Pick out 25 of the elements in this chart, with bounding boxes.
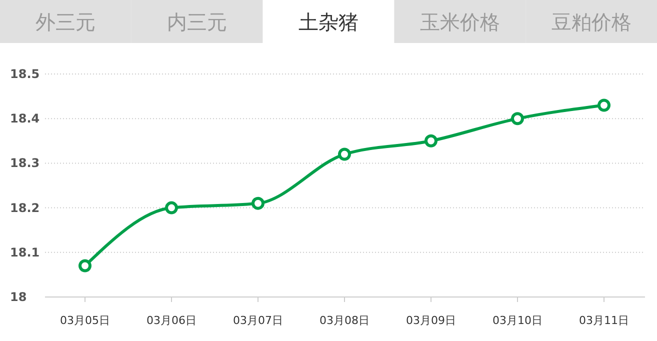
text: 外三元	[36, 10, 96, 34]
x-tick-label: 03月05日	[60, 314, 110, 327]
y-tick-label: 18.3	[10, 156, 40, 170]
x-tick-label: 03月07日	[233, 314, 283, 327]
y-tick-label: 18	[10, 290, 27, 304]
point	[598, 98, 610, 112]
y-tick-label: 18.1	[10, 245, 40, 260]
text: 内三元	[167, 10, 228, 34]
x-tick-label: 03月09日	[406, 314, 456, 327]
y-tick-label: 18.4	[10, 112, 40, 126]
point	[511, 112, 524, 126]
point	[338, 148, 351, 161]
y-tick-label: 18.2	[10, 200, 40, 215]
x-tick-label: 03月11日	[579, 314, 629, 327]
y-tick-label: 18.5	[10, 67, 40, 81]
point	[252, 196, 264, 210]
x-tick-label: 03月08日	[320, 314, 370, 327]
point	[424, 134, 438, 148]
text: 土杂猪	[298, 10, 358, 34]
x-tick-label: 03月10日	[492, 314, 542, 327]
text: 豆粕价格	[551, 10, 632, 34]
point	[165, 201, 178, 214]
point	[78, 259, 92, 272]
text: 玉米价格	[420, 10, 500, 34]
x-tick-label: 03月06日	[146, 314, 196, 327]
